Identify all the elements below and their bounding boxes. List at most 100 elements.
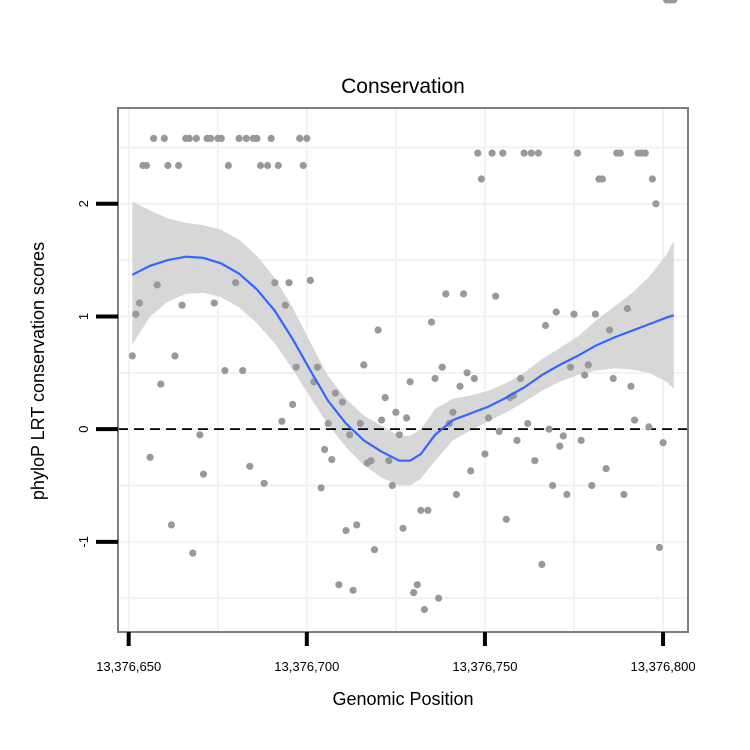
data-point xyxy=(670,0,678,4)
data-point xyxy=(427,318,436,326)
data-point xyxy=(167,521,175,529)
data-point xyxy=(335,581,343,589)
data-point xyxy=(570,310,578,318)
data-point xyxy=(563,490,571,499)
data-point xyxy=(221,367,229,375)
data-point xyxy=(574,149,582,157)
data-point xyxy=(549,481,557,490)
x-tick-label: 13,376,650 xyxy=(96,659,161,674)
data-point xyxy=(153,281,161,289)
data-point xyxy=(171,352,179,360)
data-point xyxy=(413,581,421,589)
data-point xyxy=(520,149,528,157)
data-point xyxy=(289,400,297,408)
data-point xyxy=(189,549,197,557)
data-point xyxy=(456,382,464,390)
plot-panel xyxy=(117,0,689,633)
data-point xyxy=(196,431,204,439)
data-point xyxy=(370,546,379,554)
data-point xyxy=(495,427,503,435)
data-point xyxy=(410,589,418,597)
data-point xyxy=(470,374,478,383)
data-point xyxy=(541,321,550,330)
data-point xyxy=(648,175,657,183)
x-axis-title: Genomic Position xyxy=(332,689,473,709)
data-point xyxy=(598,175,607,183)
data-point xyxy=(256,161,265,170)
data-point xyxy=(296,134,304,142)
data-point xyxy=(513,436,521,444)
data-point xyxy=(452,490,460,499)
data-point xyxy=(566,363,575,371)
panel-border xyxy=(117,107,689,633)
y-tick-label: 2 xyxy=(76,200,91,207)
data-point xyxy=(620,490,628,499)
data-point xyxy=(623,305,632,313)
data-point xyxy=(388,481,396,490)
data-point xyxy=(132,310,140,318)
data-point xyxy=(584,361,592,369)
data-point xyxy=(142,161,151,170)
data-point xyxy=(602,465,610,473)
data-point xyxy=(527,149,535,157)
data-point xyxy=(378,416,386,424)
data-point xyxy=(474,149,482,157)
data-point xyxy=(342,527,350,535)
data-point xyxy=(299,161,307,170)
data-point xyxy=(467,467,475,475)
data-point xyxy=(477,175,485,183)
data-point xyxy=(616,149,624,157)
data-point xyxy=(392,408,400,416)
data-point xyxy=(374,326,382,334)
data-point xyxy=(239,367,247,375)
data-point xyxy=(627,382,635,390)
data-point xyxy=(588,481,596,490)
data-point xyxy=(267,134,275,142)
data-point xyxy=(385,457,393,465)
data-point xyxy=(492,292,500,300)
data-point xyxy=(217,134,225,142)
data-point xyxy=(381,394,389,402)
data-point xyxy=(306,276,314,284)
data-point xyxy=(260,479,268,487)
data-point xyxy=(253,134,261,142)
data-point xyxy=(353,521,361,529)
data-point xyxy=(356,419,364,428)
data-point xyxy=(481,450,489,458)
data-point xyxy=(641,149,649,157)
data-point xyxy=(232,279,240,287)
data-points xyxy=(128,0,678,614)
data-point xyxy=(556,442,564,450)
data-point xyxy=(559,432,567,440)
data-point xyxy=(577,436,585,444)
data-point xyxy=(324,419,332,428)
data-point xyxy=(488,149,496,157)
data-point xyxy=(178,301,186,309)
confidence-ribbon xyxy=(132,201,674,486)
data-point xyxy=(338,398,346,406)
y-tick-label: 1 xyxy=(76,313,91,320)
data-point xyxy=(652,200,660,208)
data-point xyxy=(645,423,653,431)
y-tick-label: -1 xyxy=(76,536,91,548)
data-point xyxy=(534,149,543,157)
data-point xyxy=(135,299,143,307)
data-point xyxy=(331,389,339,397)
data-point xyxy=(659,439,667,447)
data-point xyxy=(395,431,403,439)
x-tick-label: 13,376,800 xyxy=(631,659,696,674)
data-point xyxy=(655,543,664,552)
data-point xyxy=(321,445,329,453)
data-point xyxy=(150,134,158,142)
data-point xyxy=(264,161,272,170)
data-point xyxy=(545,425,553,433)
data-point xyxy=(313,363,322,371)
data-point xyxy=(463,369,471,377)
data-point xyxy=(420,605,428,614)
data-point xyxy=(435,594,443,602)
data-point xyxy=(235,134,243,142)
data-point xyxy=(606,326,614,334)
data-point xyxy=(271,279,279,287)
y-tick-label: 0 xyxy=(76,426,91,433)
smooth-line xyxy=(131,255,675,462)
